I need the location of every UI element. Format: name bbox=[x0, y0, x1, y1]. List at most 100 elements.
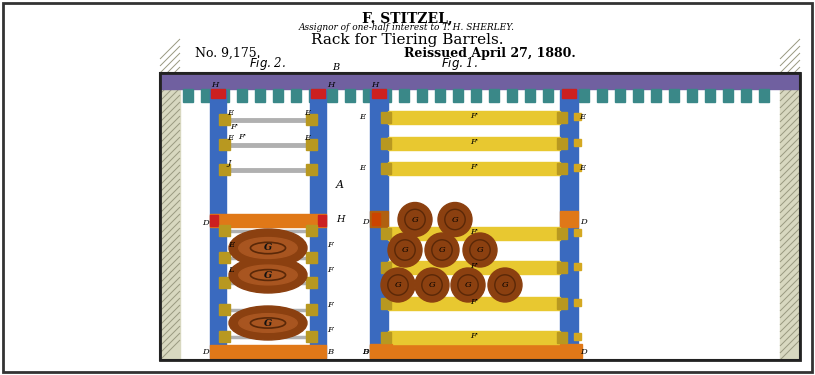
Bar bbox=[557, 262, 567, 273]
Text: F. STITZEL,: F. STITZEL, bbox=[362, 11, 452, 25]
Bar bbox=[201, 89, 211, 102]
Bar bbox=[363, 89, 373, 102]
Bar bbox=[633, 89, 643, 102]
Bar bbox=[399, 89, 409, 102]
Text: F': F' bbox=[470, 262, 478, 270]
Text: L: L bbox=[228, 266, 234, 274]
Bar bbox=[562, 89, 576, 98]
Bar bbox=[309, 89, 319, 102]
Text: $\mathit{Fig}$. 2.: $\mathit{Fig}$. 2. bbox=[249, 56, 287, 72]
Text: F': F' bbox=[470, 138, 478, 146]
Bar bbox=[210, 214, 326, 227]
Bar bbox=[388, 261, 560, 274]
Bar bbox=[471, 89, 481, 102]
Bar bbox=[561, 89, 571, 102]
Text: G: G bbox=[412, 216, 418, 223]
Circle shape bbox=[488, 268, 522, 302]
Bar bbox=[345, 89, 355, 102]
Bar bbox=[370, 344, 392, 358]
Text: F': F' bbox=[470, 112, 478, 120]
Text: D: D bbox=[362, 218, 368, 226]
Bar bbox=[687, 89, 697, 102]
Text: D: D bbox=[202, 219, 209, 227]
Bar bbox=[388, 111, 560, 124]
Text: No. 9,175.: No. 9,175. bbox=[195, 46, 261, 60]
Bar bbox=[381, 89, 391, 102]
Bar bbox=[219, 252, 230, 263]
Bar bbox=[183, 89, 193, 102]
Text: E: E bbox=[304, 134, 311, 142]
Bar bbox=[306, 114, 317, 125]
Bar bbox=[574, 229, 581, 236]
Bar bbox=[160, 73, 800, 360]
Text: E: E bbox=[304, 109, 311, 117]
Text: E: E bbox=[359, 164, 365, 172]
Bar bbox=[237, 89, 247, 102]
Text: Rack for Tiering Barrels.: Rack for Tiering Barrels. bbox=[311, 33, 503, 47]
Bar bbox=[417, 89, 427, 102]
Bar bbox=[723, 89, 733, 102]
Text: H: H bbox=[211, 81, 218, 89]
Bar bbox=[560, 211, 578, 227]
Text: D: D bbox=[362, 348, 368, 356]
Text: F: F bbox=[327, 326, 333, 334]
Text: E: E bbox=[228, 241, 234, 249]
Bar bbox=[669, 89, 679, 102]
Bar bbox=[388, 331, 560, 344]
Bar bbox=[453, 89, 463, 102]
Bar bbox=[557, 298, 567, 309]
Circle shape bbox=[388, 233, 422, 267]
Bar bbox=[306, 277, 317, 288]
Bar bbox=[306, 139, 317, 150]
Bar bbox=[388, 162, 560, 175]
Bar bbox=[489, 89, 499, 102]
Bar bbox=[210, 345, 326, 358]
Bar bbox=[273, 89, 283, 102]
Bar bbox=[741, 89, 751, 102]
Bar bbox=[318, 215, 326, 226]
Text: E: E bbox=[579, 164, 585, 172]
Text: H: H bbox=[371, 81, 378, 89]
Text: J: J bbox=[227, 159, 231, 167]
Text: G: G bbox=[264, 318, 272, 327]
Bar bbox=[574, 263, 581, 270]
Bar bbox=[219, 139, 230, 150]
Bar bbox=[615, 89, 625, 102]
Bar bbox=[306, 252, 317, 263]
Text: B: B bbox=[333, 63, 340, 72]
Text: G: G bbox=[501, 281, 509, 289]
Bar bbox=[210, 90, 226, 358]
Bar bbox=[219, 225, 230, 236]
Circle shape bbox=[438, 202, 472, 237]
Bar bbox=[560, 90, 578, 358]
Circle shape bbox=[463, 233, 497, 267]
Bar bbox=[560, 344, 582, 358]
Text: H: H bbox=[327, 81, 334, 89]
Text: F': F' bbox=[230, 123, 238, 131]
Text: F': F' bbox=[470, 332, 478, 340]
Text: F: F bbox=[327, 301, 333, 309]
Bar bbox=[255, 89, 265, 102]
Text: G: G bbox=[402, 246, 408, 254]
Bar bbox=[759, 89, 769, 102]
Bar bbox=[388, 297, 560, 310]
Ellipse shape bbox=[239, 265, 297, 285]
Bar bbox=[705, 89, 715, 102]
Circle shape bbox=[451, 268, 485, 302]
Bar bbox=[574, 113, 581, 120]
Bar bbox=[210, 215, 218, 226]
Text: F': F' bbox=[470, 298, 478, 306]
Text: E: E bbox=[359, 113, 365, 121]
Bar bbox=[219, 114, 230, 125]
Bar bbox=[574, 139, 581, 146]
Ellipse shape bbox=[229, 257, 307, 293]
Circle shape bbox=[381, 268, 415, 302]
Circle shape bbox=[415, 268, 449, 302]
Circle shape bbox=[425, 233, 459, 267]
Bar bbox=[160, 73, 180, 360]
Bar bbox=[557, 228, 567, 239]
Bar bbox=[388, 137, 560, 150]
Bar bbox=[651, 89, 661, 102]
Text: D: D bbox=[580, 348, 587, 356]
Bar bbox=[381, 112, 391, 123]
